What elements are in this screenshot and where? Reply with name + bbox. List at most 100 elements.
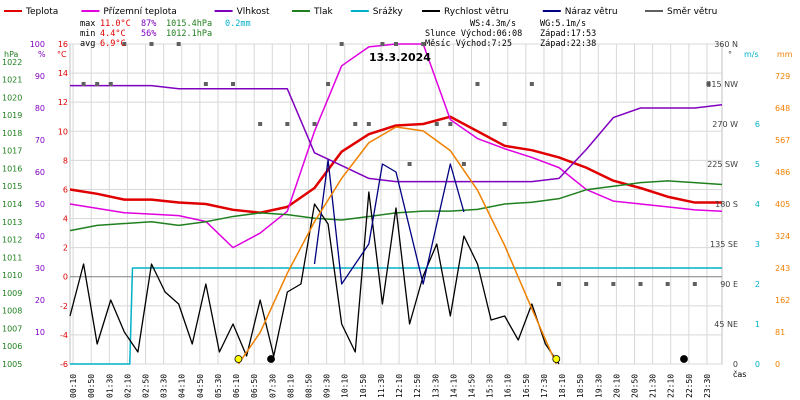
x-tick-label: 10:50 [359, 374, 368, 398]
wind-direction-point [461, 162, 466, 166]
tick-label-pressure: 1009 [2, 289, 22, 298]
wind-direction-point [149, 42, 154, 46]
tick-label-temperature: 10 [58, 127, 68, 136]
wind-direction-point [434, 122, 439, 126]
axis-title-direction: ° [728, 50, 732, 59]
tick-label-rain: 0 [775, 360, 780, 369]
tick-label-pressure: 1019 [2, 111, 22, 120]
axis-title-temperature: °C [57, 50, 67, 59]
tick-label-pressure: 1014 [2, 200, 22, 209]
tick-label-pressure: 1018 [2, 129, 22, 138]
series-line-n-raz-v-tru [313, 159, 465, 285]
wind-direction-point [407, 162, 412, 166]
x-tick-label: 08:10 [286, 374, 295, 398]
wind-direction-point [692, 282, 697, 286]
tick-label-rain: 243 [775, 264, 790, 273]
tick-label-wind: 1 [755, 320, 760, 329]
x-tick-label: 02:50 [142, 374, 151, 398]
tick-label-humidity: 40 [35, 232, 45, 241]
wind-direction-point [394, 42, 398, 46]
x-tick-label: 18:10 [558, 374, 567, 398]
stat-ws: WS:4.3m/s [470, 19, 516, 29]
legend-label: Vlhkost [237, 7, 270, 17]
tick-label-direction: 360 N [714, 40, 738, 49]
tick-label-direction: 225 SW [707, 160, 738, 169]
legend-label: Teplota [25, 7, 58, 17]
stats-panel: max 11.0°C 87% 1015.4hPa 0.2mm WS:4.3m/s WG:5.… [80, 19, 596, 49]
tick-label-pressure: 1006 [2, 342, 22, 351]
wind-direction-point [475, 82, 480, 86]
tick-label-direction: 135 SE [710, 240, 738, 249]
x-tick-label: 00:10 [69, 374, 78, 398]
x-tick-label: 16:50 [522, 374, 531, 398]
x-tick-label: 11:30 [377, 374, 386, 398]
moonset-marker [680, 355, 688, 363]
tick-label-pressure: 1013 [2, 218, 22, 227]
stat-wg: WG:5.1m/s [540, 19, 586, 29]
x-tick-label: 06:50 [250, 374, 259, 398]
x-tick-label: 02:10 [123, 374, 132, 398]
wind-direction-point [122, 42, 127, 46]
legend-label: Tlak [313, 7, 334, 17]
stat-moon: Měsíc Východ:7:25 [425, 39, 512, 49]
tick-label-wind: 6 [755, 120, 760, 129]
wind-direction-point [108, 82, 113, 86]
wind-direction-point [81, 82, 86, 86]
sunset-marker [552, 355, 561, 363]
axis-title-humidity: % [38, 50, 46, 59]
sunrise-marker [234, 355, 243, 363]
x-tick-label: 10:10 [341, 374, 350, 398]
x-tick-label: 14:10 [449, 374, 458, 398]
tick-label-temperature: 16 [58, 40, 68, 49]
x-tick-label: 14:50 [468, 374, 477, 398]
wind-direction-point [353, 122, 358, 126]
tick-label-humidity: 10 [35, 328, 45, 337]
stat-sun: Slunce Východ:06:08 [425, 29, 522, 39]
legend-label: Směr větru [667, 7, 717, 17]
wind-direction-point [706, 82, 711, 86]
tick-label-rain: 324 [775, 232, 790, 241]
stat-max_press: 1015.4hPa [166, 19, 212, 29]
tick-label-humidity: 80 [35, 104, 45, 113]
x-tick-label: 03:30 [160, 374, 169, 398]
tick-label-rain: 729 [775, 72, 790, 81]
x-tick-label: 09:30 [323, 374, 332, 398]
stat-moon_set: Západ:22:38 [540, 39, 596, 49]
tick-label-humidity: 100 [30, 40, 45, 49]
x-tick-label: 18:50 [576, 374, 585, 398]
wind-direction-point [95, 82, 100, 86]
tick-label-pressure: 1022 [2, 58, 22, 67]
x-tick-label: 23:30 [703, 374, 712, 398]
x-tick-label: 08:50 [305, 374, 314, 398]
x-tick-label: 22:50 [685, 374, 694, 398]
tick-label-pressure: 1015 [2, 182, 22, 191]
wind-direction-point [529, 82, 534, 86]
wind-direction-point [421, 42, 426, 46]
x-tick-label: 01:30 [105, 374, 114, 398]
tick-label-rain: 81 [775, 328, 785, 337]
legend: Teplota Přízemní teplota Vlhkost Tlak Srážky… [4, 7, 717, 17]
tick-label-direction: 0 [733, 360, 738, 369]
wind-direction-point [665, 282, 670, 286]
series-layer [69, 42, 723, 365]
stat-min_temp: 4.4°C [100, 29, 126, 39]
x-tick-label: 15:30 [486, 374, 495, 398]
tick-label-humidity: 30 [35, 264, 45, 273]
tick-label-pressure: 1020 [2, 93, 22, 102]
stat-min_label: min [80, 29, 95, 39]
tick-label-rain: 648 [775, 104, 790, 113]
series-line-sr-ky [70, 267, 722, 365]
tick-label-temperature: 6 [63, 185, 68, 194]
tick-label-pressure: 1017 [2, 147, 22, 156]
series-line-rychlost-v-tru [69, 191, 560, 365]
stat-min_press: 1012.1hPa [166, 29, 212, 39]
tick-label-temperature: 0 [63, 273, 68, 282]
grid [69, 43, 723, 365]
stat-avg_label: avg [80, 39, 95, 49]
wind-direction-point [448, 122, 453, 126]
wind-direction-point [312, 122, 317, 126]
tick-label-pressure: 1012 [2, 236, 22, 245]
tick-label-wind: 4 [755, 200, 760, 209]
axes-layer: 1005100610071008100910101011101210131014… [2, 40, 793, 398]
